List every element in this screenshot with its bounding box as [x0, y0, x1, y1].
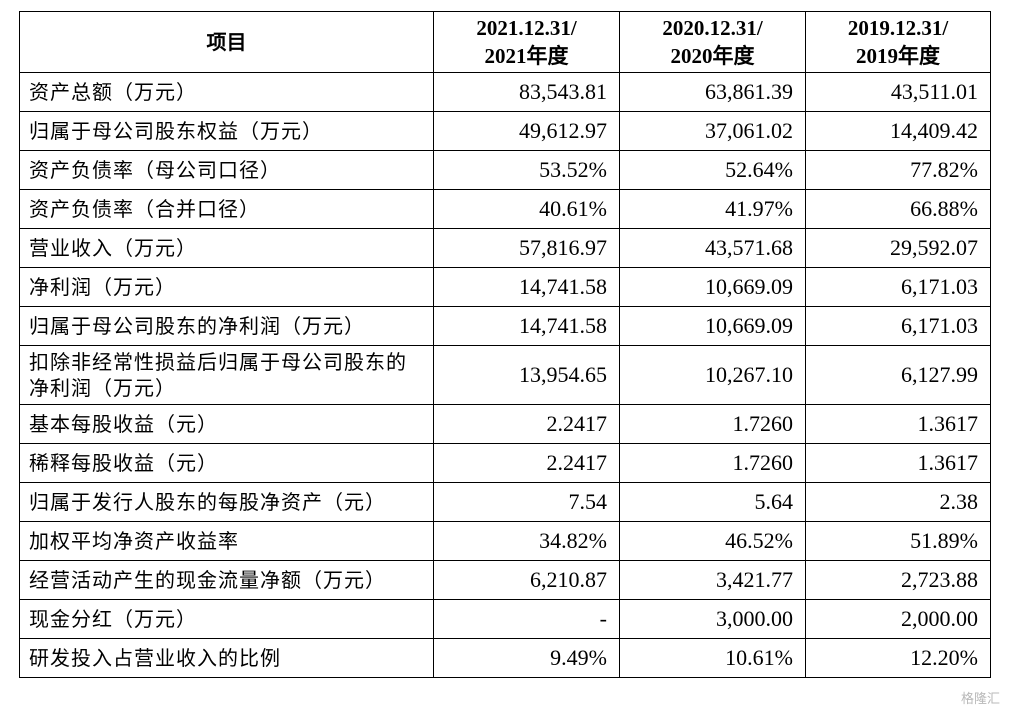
row-label: 归属于母公司股东权益（万元） — [19, 111, 434, 151]
row-label: 稀释每股收益（元） — [19, 443, 434, 483]
cell-2021: 2.2417 — [433, 404, 620, 444]
header-2019-date: 2019.12.31/ — [847, 16, 949, 40]
row-label: 研发投入占营业收入的比例 — [19, 638, 434, 678]
cell-2019: 77.82% — [805, 150, 991, 190]
table-row: 净利润（万元） 14,741.58 10,669.09 6,171.03 — [19, 267, 991, 307]
header-2020-date: 2020.12.31/ — [662, 16, 763, 40]
cell-2019: 6,127.99 — [805, 345, 991, 405]
header-2020-year: 2020年度 — [670, 44, 755, 68]
cell-2021: 13,954.65 — [433, 345, 620, 405]
table-header: 项目 2021.12.31/ 2021年度 2020.12.31/ 2020年度… — [19, 11, 991, 73]
table-row: 资产负债率（母公司口径） 53.52% 52.64% 77.82% — [19, 150, 991, 190]
header-row: 项目 2021.12.31/ 2021年度 2020.12.31/ 2020年度… — [19, 11, 991, 73]
cell-2021: 14,741.58 — [433, 267, 620, 307]
cell-2020: 3,421.77 — [619, 560, 806, 600]
cell-2019: 1.3617 — [805, 404, 991, 444]
row-label: 资产负债率（合并口径） — [19, 189, 434, 229]
row-label: 基本每股收益（元） — [19, 404, 434, 444]
table-row: 归属于母公司股东的净利润（万元） 14,741.58 10,669.09 6,1… — [19, 306, 991, 346]
header-2019-year: 2019年度 — [856, 44, 940, 68]
table-row: 资产总额（万元） 83,543.81 63,861.39 43,511.01 — [19, 72, 991, 112]
cell-2020: 10,267.10 — [619, 345, 806, 405]
cell-2020: 5.64 — [619, 482, 806, 522]
cell-2019: 1.3617 — [805, 443, 991, 483]
table-row: 基本每股收益（元） 2.2417 1.7260 1.3617 — [19, 404, 991, 444]
cell-2019: 51.89% — [805, 521, 991, 561]
cell-2020: 37,061.02 — [619, 111, 806, 151]
cell-2020: 41.97% — [619, 189, 806, 229]
header-2020: 2020.12.31/ 2020年度 — [619, 11, 806, 73]
cell-2019: 2.38 — [805, 482, 991, 522]
table-row: 研发投入占营业收入的比例 9.49% 10.61% 12.20% — [19, 638, 991, 678]
cell-2019: 43,511.01 — [805, 72, 991, 112]
financial-data-table: 项目 2021.12.31/ 2021年度 2020.12.31/ 2020年度… — [19, 11, 991, 678]
cell-2020: 10.61% — [619, 638, 806, 678]
cell-2019: 66.88% — [805, 189, 991, 229]
financial-data-table-container: 项目 2021.12.31/ 2021年度 2020.12.31/ 2020年度… — [19, 11, 991, 704]
table-row: 稀释每股收益（元） 2.2417 1.7260 1.3617 — [19, 443, 991, 483]
cell-2019: 2,723.88 — [805, 560, 991, 600]
cell-2021: 83,543.81 — [433, 72, 620, 112]
cell-2019: 2,000.00 — [805, 599, 991, 639]
row-label: 资产总额（万元） — [19, 72, 434, 112]
row-label: 归属于发行人股东的每股净资产（元） — [19, 482, 434, 522]
cell-2021: 53.52% — [433, 150, 620, 190]
cell-2021: 57,816.97 — [433, 228, 620, 268]
header-2021-year: 2021年度 — [484, 44, 569, 68]
cell-2020: 52.64% — [619, 150, 806, 190]
cell-2021: 6,210.87 — [433, 560, 620, 600]
row-label: 营业收入（万元） — [19, 228, 434, 268]
cell-2019: 6,171.03 — [805, 306, 991, 346]
table-row: 经营活动产生的现金流量净额（万元） 6,210.87 3,421.77 2,72… — [19, 560, 991, 600]
table-row: 扣除非经常性损益后归属于母公司股东的净利润（万元） 13,954.65 10,2… — [19, 345, 991, 405]
row-label: 扣除非经常性损益后归属于母公司股东的净利润（万元） — [19, 345, 434, 405]
cell-2020: 1.7260 — [619, 443, 806, 483]
table-body: 资产总额（万元） 83,543.81 63,861.39 43,511.01 归… — [19, 72, 991, 678]
row-label: 资产负债率（母公司口径） — [19, 150, 434, 190]
row-label: 归属于母公司股东的净利润（万元） — [19, 306, 434, 346]
cell-2021: - — [433, 599, 620, 639]
cell-2020: 63,861.39 — [619, 72, 806, 112]
cell-2020: 10,669.09 — [619, 267, 806, 307]
cell-2021: 2.2417 — [433, 443, 620, 483]
table-row: 归属于母公司股东权益（万元） 49,612.97 37,061.02 14,40… — [19, 111, 991, 151]
watermark-logo: 格隆汇 — [957, 687, 1003, 708]
row-label: 经营活动产生的现金流量净额（万元） — [19, 560, 434, 600]
table-row: 营业收入（万元） 57,816.97 43,571.68 29,592.07 — [19, 228, 991, 268]
header-item-label: 项目 — [206, 30, 247, 54]
row-label: 净利润（万元） — [19, 267, 434, 307]
cell-2021: 40.61% — [433, 189, 620, 229]
cell-2020: 46.52% — [619, 521, 806, 561]
cell-2019: 29,592.07 — [805, 228, 991, 268]
cell-2021: 9.49% — [433, 638, 620, 678]
row-label: 现金分红（万元） — [19, 599, 434, 639]
cell-2021: 7.54 — [433, 482, 620, 522]
header-2021-date: 2021.12.31/ — [476, 16, 577, 40]
cell-2020: 1.7260 — [619, 404, 806, 444]
header-2021: 2021.12.31/ 2021年度 — [433, 11, 620, 73]
cell-2021: 14,741.58 — [433, 306, 620, 346]
table-row: 加权平均净资产收益率 34.82% 46.52% 51.89% — [19, 521, 991, 561]
cell-2019: 6,171.03 — [805, 267, 991, 307]
table-row: 归属于发行人股东的每股净资产（元） 7.54 5.64 2.38 — [19, 482, 991, 522]
table-row: 现金分红（万元） - 3,000.00 2,000.00 — [19, 599, 991, 639]
header-item: 项目 — [19, 11, 434, 73]
cell-2020: 43,571.68 — [619, 228, 806, 268]
cell-2020: 3,000.00 — [619, 599, 806, 639]
cell-2021: 49,612.97 — [433, 111, 620, 151]
row-label: 加权平均净资产收益率 — [19, 521, 434, 561]
cell-2020: 10,669.09 — [619, 306, 806, 346]
table-row: 资产负债率（合并口径） 40.61% 41.97% 66.88% — [19, 189, 991, 229]
cell-2021: 34.82% — [433, 521, 620, 561]
cell-2019: 14,409.42 — [805, 111, 991, 151]
cell-2019: 12.20% — [805, 638, 991, 678]
header-2019: 2019.12.31/ 2019年度 — [805, 11, 991, 73]
